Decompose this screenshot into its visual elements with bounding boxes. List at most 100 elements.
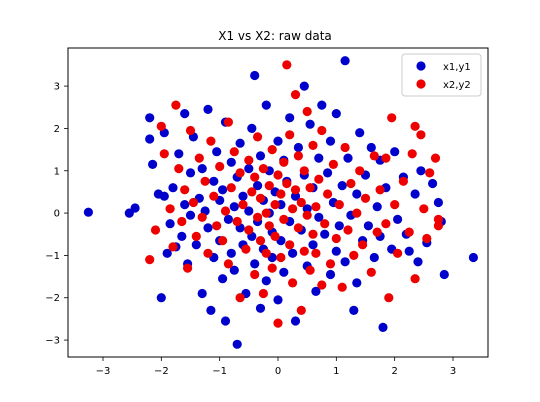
- scatter-point: [191, 231, 201, 241]
- scatter-point: [171, 100, 181, 110]
- scatter-point: [83, 207, 93, 217]
- scatter-point: [302, 210, 312, 220]
- points-layer: [83, 56, 478, 349]
- scatter-point: [308, 140, 318, 150]
- scatter-point: [244, 225, 254, 235]
- scatter-point: [235, 168, 245, 178]
- scatter-point: [410, 121, 420, 131]
- scatter-point: [255, 236, 266, 246]
- scatter-point: [302, 204, 312, 214]
- scatter-point: [261, 100, 271, 110]
- scatter-point: [267, 145, 277, 155]
- scatter-point: [378, 322, 388, 332]
- scatter-point: [191, 240, 201, 250]
- y-tick-label: 1: [54, 166, 60, 177]
- scatter-point: [261, 276, 271, 286]
- scatter-point: [258, 164, 268, 174]
- scatter-point: [253, 132, 263, 142]
- scatter-point: [320, 229, 330, 239]
- x-axis: −3 −2 −1 0 1 2 3: [96, 357, 456, 377]
- scatter-point: [375, 185, 385, 195]
- scatter-point: [156, 293, 166, 303]
- y-axis: −3 −2 −1 0 1 2 3: [45, 82, 68, 347]
- scatter-point: [422, 233, 432, 244]
- y-tick-label: −1: [45, 251, 60, 262]
- scatter-point: [355, 128, 365, 138]
- scatter-point: [407, 149, 417, 159]
- scatter-point: [148, 159, 158, 169]
- scatter-point: [209, 191, 219, 201]
- scatter-point: [197, 212, 207, 222]
- scatter-point: [279, 157, 289, 167]
- scatter-point: [244, 206, 254, 216]
- series-2: [145, 60, 443, 328]
- scatter-point: [430, 153, 441, 163]
- legend-label-x1y1: x1,y1: [443, 62, 471, 73]
- scatter-point: [130, 203, 140, 213]
- scatter-point: [433, 197, 443, 208]
- scatter-point: [226, 183, 236, 193]
- scatter-point: [247, 187, 257, 197]
- scatter-point: [355, 166, 365, 176]
- scatter-point: [314, 212, 324, 222]
- scatter-point: [177, 216, 187, 227]
- scatter-point: [180, 109, 190, 119]
- chart-title: X1 vs X2: raw data: [218, 29, 332, 43]
- scatter-point: [372, 227, 382, 237]
- scatter-point: [331, 109, 341, 119]
- scatter-point: [416, 130, 426, 140]
- scatter-point: [410, 189, 420, 199]
- scatter-point: [366, 267, 376, 277]
- legend: x1,y1 x2,y2: [401, 53, 482, 97]
- y-tick-label: 3: [54, 82, 60, 93]
- scatter-point: [317, 100, 327, 110]
- scatter-point: [180, 185, 190, 195]
- scatter-point: [159, 191, 169, 201]
- scatter-point: [255, 303, 266, 313]
- scatter-point: [203, 248, 213, 258]
- scatter-point: [194, 153, 204, 163]
- scatter-point: [360, 193, 371, 203]
- scatter-point: [185, 168, 196, 178]
- scatter-point: [223, 259, 233, 269]
- scatter-point: [209, 176, 219, 186]
- scatter-point: [220, 206, 231, 216]
- scatter-point: [229, 265, 239, 275]
- scatter-point: [384, 293, 394, 303]
- scatter-point: [180, 200, 190, 210]
- scatter-point: [296, 197, 306, 208]
- scatter-point: [185, 210, 196, 220]
- scatter-point: [255, 151, 266, 161]
- scatter-point: [352, 278, 362, 288]
- scatter-point: [250, 172, 260, 182]
- scatter-point: [352, 189, 362, 199]
- scatter-point: [270, 231, 280, 241]
- scatter-point: [250, 70, 260, 81]
- scatter-point: [282, 60, 292, 70]
- scatter-point: [212, 147, 222, 157]
- scatter-point: [413, 257, 423, 267]
- scatter-point: [229, 147, 239, 157]
- scatter-point: [174, 149, 184, 159]
- scatter-point: [433, 221, 443, 231]
- scatter-point: [218, 274, 228, 284]
- scatter-point: [416, 166, 426, 176]
- scatter-point: [244, 155, 254, 165]
- scatter-point: [340, 142, 350, 153]
- scatter-point: [369, 151, 379, 161]
- scatter-point: [346, 178, 356, 189]
- scatter-point: [220, 316, 231, 326]
- scatter-point: [314, 174, 324, 184]
- scatter-point: [308, 240, 318, 250]
- scatter-point: [290, 191, 301, 201]
- x-tick-label: −3: [96, 366, 111, 377]
- scatter-point: [428, 178, 438, 189]
- scatter-point: [340, 56, 350, 66]
- y-tick-label: −2: [45, 293, 60, 304]
- scatter-point: [261, 208, 271, 218]
- scatter-point: [183, 263, 193, 273]
- scatter-point: [398, 176, 408, 186]
- scatter-point: [223, 214, 233, 224]
- scatter-point: [308, 229, 318, 239]
- scatter-point: [218, 185, 228, 195]
